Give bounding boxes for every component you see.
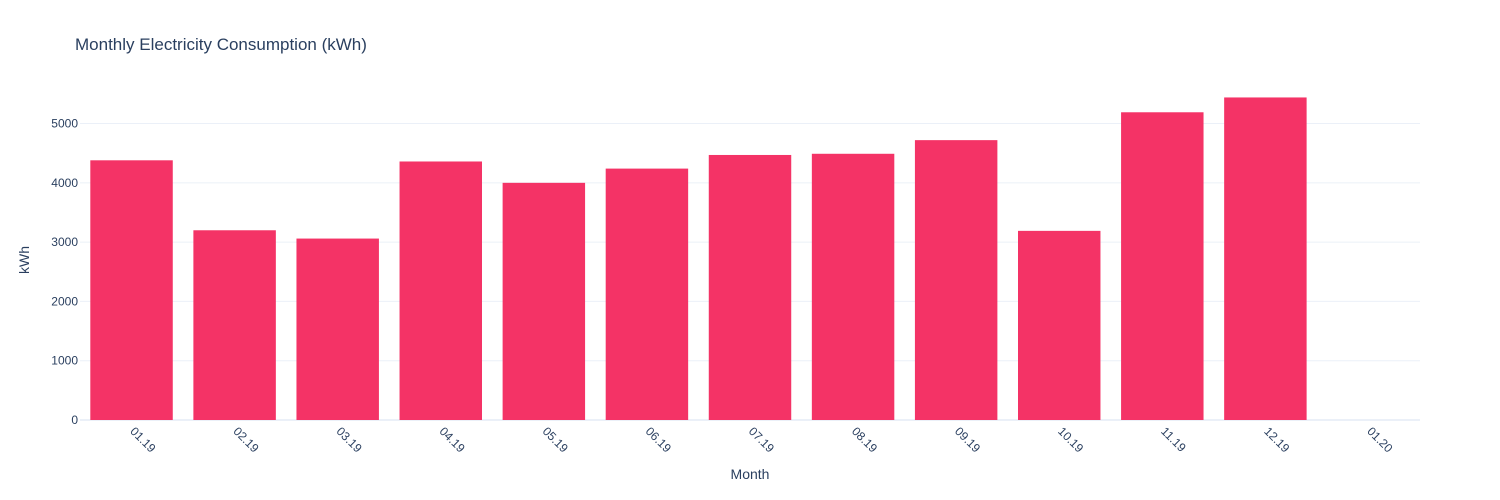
x-tick-label: 10.19	[1055, 424, 1086, 455]
bar-06.19[interactable]	[605, 168, 689, 420]
x-tick-label: 03.19	[334, 424, 365, 455]
x-tick-label: 11.19	[1158, 424, 1189, 455]
bar-05.19[interactable]	[502, 182, 586, 420]
y-tick-label: 5000	[51, 117, 78, 131]
x-tick-label: 02.19	[230, 424, 261, 455]
x-tick-label: 04.19	[437, 424, 468, 455]
chart-title: Monthly Electricity Consumption (kWh)	[75, 35, 367, 54]
y-tick-label: 0	[71, 413, 78, 427]
bar-02.19[interactable]	[193, 230, 276, 420]
bar-01.19[interactable]	[90, 160, 173, 420]
bar-03.19[interactable]	[296, 238, 379, 420]
x-tick-label: 12.19	[1261, 424, 1292, 455]
x-tick-label: 06.19	[643, 424, 674, 455]
bar-12.19[interactable]	[1224, 97, 1307, 420]
x-tick-label: 01.20	[1364, 424, 1395, 455]
x-tick-label: 01.19	[127, 424, 158, 455]
bar-07.19[interactable]	[708, 154, 792, 420]
y-axis-title: kWh	[16, 246, 32, 274]
bar-04.19[interactable]	[399, 161, 482, 420]
bar-08.19[interactable]	[811, 153, 895, 421]
x-tick-label: 05.19	[540, 424, 571, 455]
x-axis-title: Month	[731, 466, 770, 482]
bar-09.19[interactable]	[914, 140, 998, 420]
x-tick-label: 09.19	[952, 424, 983, 455]
y-tick-label: 2000	[51, 294, 78, 308]
y-tick-label: 4000	[51, 176, 78, 190]
y-tick-label: 3000	[51, 235, 78, 249]
x-tick-label: 07.19	[746, 424, 777, 455]
bars	[90, 97, 1307, 421]
y-tick-labels: 0 1000 2000 3000 4000 5000	[51, 117, 78, 427]
y-tick-label: 1000	[51, 354, 78, 368]
x-tick-label: 08.19	[849, 424, 880, 455]
x-tick-labels: 01.19 02.19 03.19 04.19 05.19 06.19 07.19 08.19…	[127, 424, 1395, 455]
bar-11.19[interactable]	[1121, 112, 1204, 420]
bar-10.19[interactable]	[1018, 230, 1101, 420]
